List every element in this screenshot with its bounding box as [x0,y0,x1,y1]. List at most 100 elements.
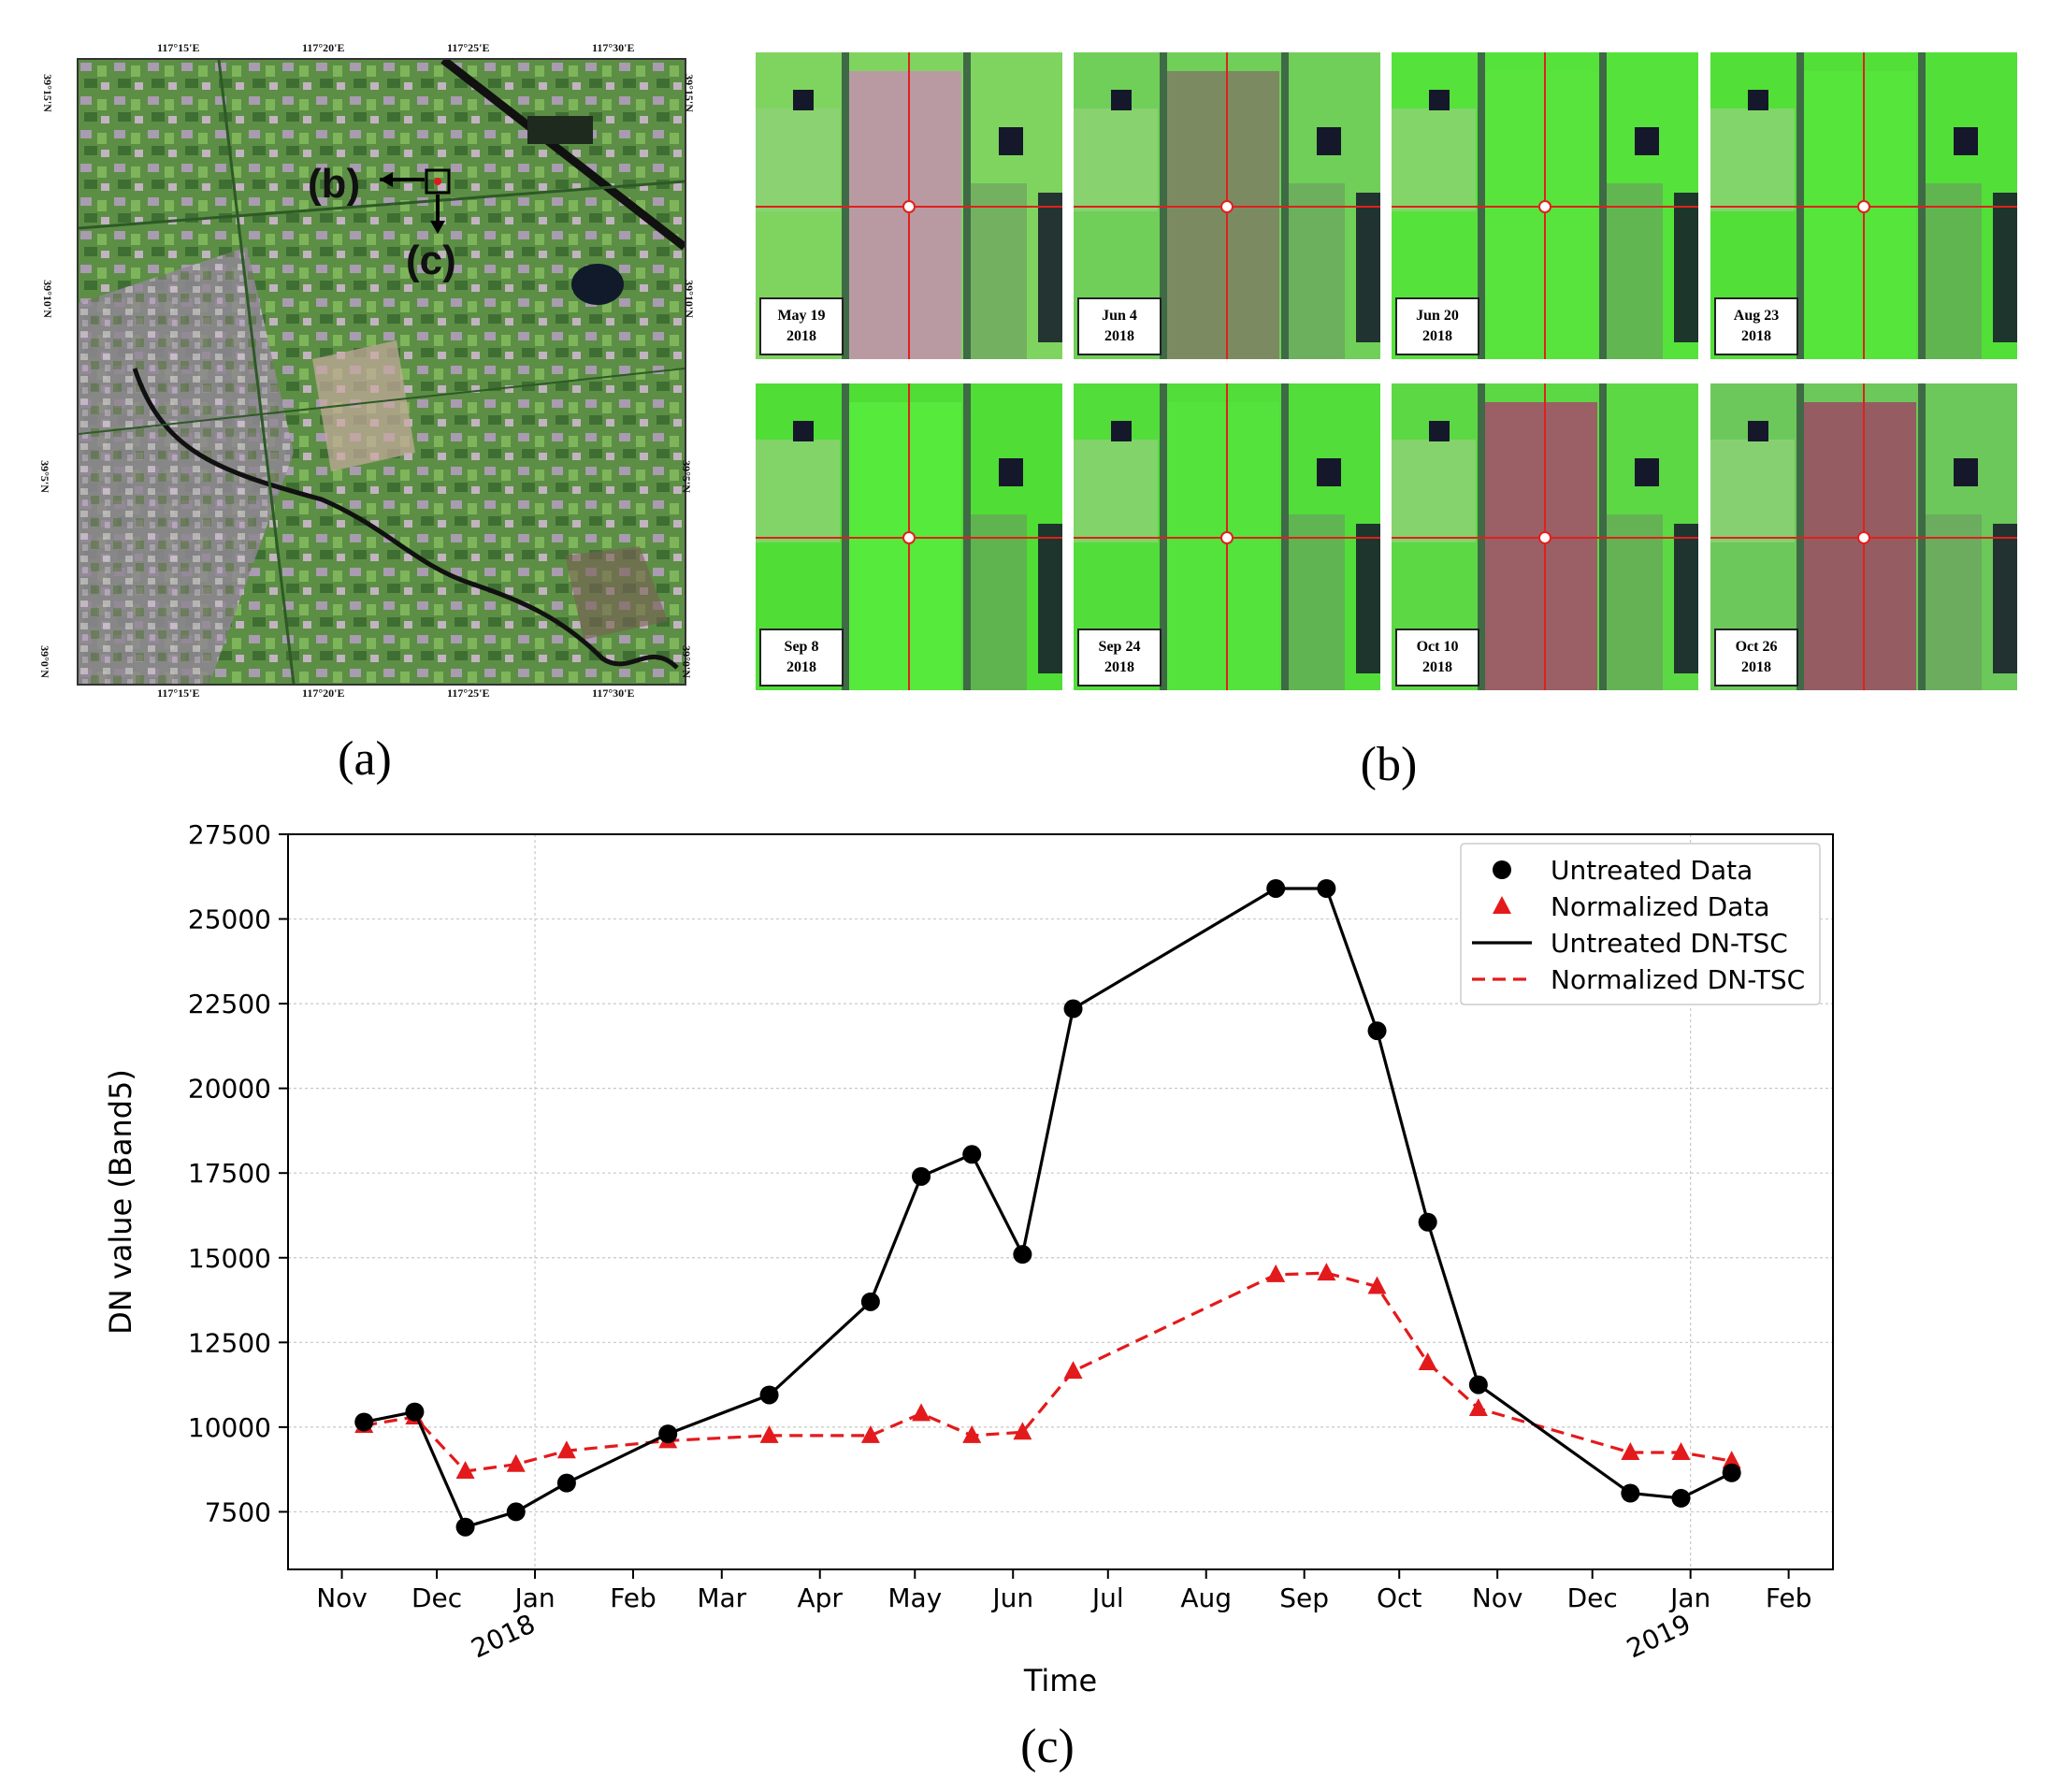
untreated-data-point [1367,1021,1387,1041]
untreated-data-point [962,1145,982,1164]
image-tile-graphic [756,383,1062,690]
panel-label-a: (a) [338,732,392,786]
tile-date: May 19 [777,308,826,324]
y-tick-label: 7500 [205,1496,271,1527]
image-tile: Sep 8 2018 [756,383,1062,690]
normalized-data-point [1367,1276,1387,1294]
untreated-data-point [556,1473,576,1493]
map-left-tick: 39°15'N [40,74,54,112]
image-tile: Jun 20 2018 [1392,52,1698,359]
tile-date-label: Oct 26 2018 [1714,629,1798,686]
normalized-data-point [1418,1352,1437,1371]
legend-label: Untreated Data [1551,855,1753,886]
untreated-data-point [455,1517,475,1537]
x-tick-label: Dec [1567,1582,1618,1613]
legend-box [1460,843,1821,1005]
y-tick-label: 25000 [188,904,271,935]
legend-label: Untreated DN-TSC [1551,928,1788,959]
satellite-map-graphic [79,60,685,684]
x-tick-label: Jan [1668,1582,1710,1613]
legend-marker-circle [1493,860,1511,879]
tile-date: Sep 8 [784,639,819,655]
map-left-tick: 39°10'N [40,280,54,318]
x-tick-label: Jun [990,1582,1033,1613]
normalized-data-point [1621,1442,1640,1461]
normalized-dn-tsc-line [363,1271,1732,1473]
untreated-data-point [1722,1463,1741,1482]
x-tick-label: Oct [1377,1582,1421,1613]
panel-label-c: (c) [1020,1720,1075,1773]
map-label-b: (b) [308,161,361,207]
normalized-data-point [1671,1442,1691,1461]
normalized-data-point [962,1424,982,1443]
untreated-data-point [860,1292,880,1311]
x-tick-label: Sep [1279,1582,1329,1613]
x-tick-label: Feb [1766,1582,1812,1613]
y-tick-label: 17500 [188,1158,271,1189]
untreated-data-point [759,1385,779,1405]
x-tick-label: Apr [797,1582,843,1613]
x-tick-label: Jan [512,1582,555,1613]
y-axis-label: DN value (Band5) [103,1069,138,1335]
tile-date-label: Oct 10 2018 [1395,629,1479,686]
tile-date-label: Sep 24 2018 [1077,629,1162,686]
normalized-data-point [1063,1361,1083,1380]
y-tick-label: 22500 [188,989,271,1019]
panel-label-b: (b) [1360,738,1418,791]
study-area-marker [425,168,451,195]
untreated-data-point [1063,999,1083,1019]
map-right-tick: 39°0'N [679,645,693,678]
image-tile-graphic [1392,383,1698,690]
x-tick-label: Dec [411,1582,462,1613]
x-tick-label: Mar [697,1582,746,1613]
legend-label: Normalized DN-TSC [1551,964,1805,995]
image-tile: Oct 10 2018 [1392,383,1698,690]
tile-date: Jun 4 [1102,308,1137,324]
y-tick-label: 15000 [188,1243,271,1274]
map-top-tick: 117°20'E [302,41,345,54]
image-tile: Sep 24 2018 [1074,383,1380,690]
tile-date-label: Jun 4 2018 [1077,297,1162,355]
map-top-tick: 117°30'E [592,41,635,54]
map-right-tick: 39°5'N [679,460,693,493]
tile-year: 2018 [1104,328,1134,344]
normalized-data-point [912,1403,931,1422]
image-tile-graphic [1074,52,1380,359]
x-axis-label: Time [1023,1663,1097,1698]
untreated-data-point [1013,1245,1032,1265]
map-top-tick: 117°15'E [157,41,200,54]
untreated-data-point [912,1166,931,1186]
tile-year: 2018 [786,659,816,675]
normalized-data-point [1317,1263,1336,1281]
map-right-tick: 39°15'N [682,74,696,112]
x-year-label: 2018 [467,1608,541,1664]
normalized-data-point [506,1453,526,1472]
image-tile: Jun 4 2018 [1074,52,1380,359]
x-tick-label: May [887,1582,942,1613]
x-tick-label: Aug [1180,1582,1232,1613]
normalized-data-point [1013,1422,1032,1440]
normalized-data-point [556,1440,576,1459]
normalized-data-point [759,1424,779,1443]
map-bottom-tick: 117°25'E [447,686,490,700]
map-left-tick: 39°0'N [37,645,51,678]
untreated-data-point [1621,1483,1640,1503]
untreated-data-point [1671,1488,1691,1508]
tile-date: Jun 20 [1416,308,1459,324]
x-tick-label: Jul [1090,1582,1124,1613]
tile-date: Sep 24 [1098,639,1141,655]
tile-year: 2018 [1422,659,1452,675]
tile-year: 2018 [1741,659,1771,675]
x-tick-label: Nov [316,1582,368,1613]
satellite-map: (b) (c) [77,58,686,686]
image-tile: May 19 2018 [756,52,1062,359]
x-tick-label: Nov [1472,1582,1523,1613]
tile-year: 2018 [1422,328,1452,344]
dn-time-series-chart: 7500 10000 12500 15000 17500 20000 22500 25000 2… [103,819,1834,1698]
tile-year: 2018 [786,328,816,344]
x-tick-label: Feb [610,1582,657,1613]
untreated-data-point [506,1502,526,1522]
untreated-dn-tsc-line [363,887,1733,1529]
y-tick-label: 10000 [188,1412,271,1443]
